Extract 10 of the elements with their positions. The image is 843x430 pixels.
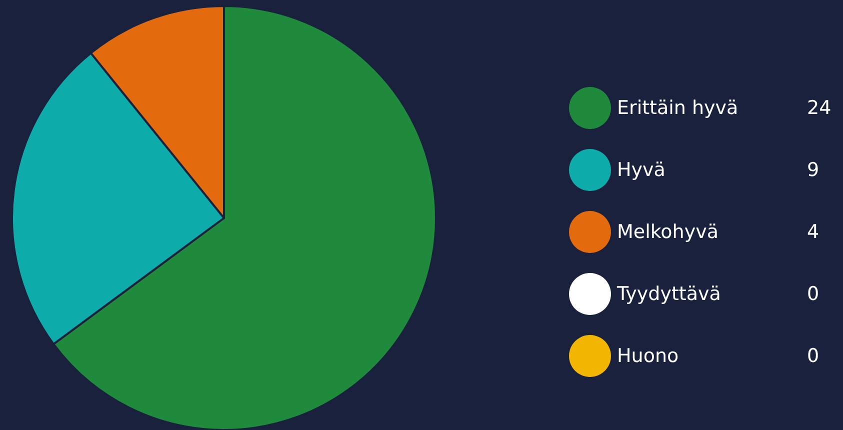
text: 0 <box>807 345 820 367</box>
text: 0 <box>807 283 820 305</box>
data-label: 9 <box>807 159 820 181</box>
legend-label: Huono <box>617 345 679 367</box>
legend-label: Tyydyttävä <box>616 283 721 305</box>
legend-label: Erittäin hyvä <box>617 97 738 119</box>
legend-label: Hyvä <box>617 159 666 181</box>
legend-label: Melkohyvä <box>617 221 718 243</box>
data-label: 4 <box>807 221 820 243</box>
data-label: 24 <box>807 97 832 119</box>
